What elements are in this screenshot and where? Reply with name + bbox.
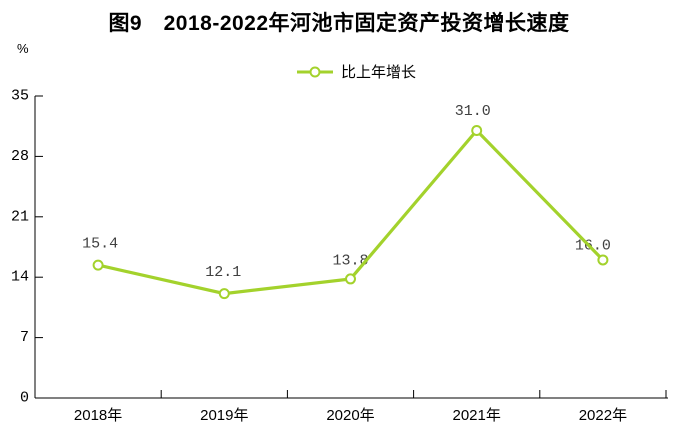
data-point-marker [597,254,609,266]
x-tick-label: 2020年 [326,407,374,424]
y-tick-label: 28 [11,148,29,165]
data-label: 12.1 [205,264,241,281]
legend-label: 比上年增长 [340,64,416,81]
data-label: 31.0 [455,103,491,120]
x-tick-label: 2019年 [200,407,248,424]
y-tick-label: 35 [11,88,29,105]
data-point-marker [471,125,483,137]
data-label: 13.8 [332,252,368,269]
data-point-marker [92,259,104,271]
y-tick-label: 21 [11,208,29,225]
data-label: 15.4 [82,236,118,253]
data-point-marker [345,273,356,285]
chart-title: 图9 2018-2022年河池市固定资产投资增长速度 [108,12,570,35]
y-tick-label: 7 [20,329,29,346]
y-axis-unit-label: % [17,41,29,56]
x-tick-label: 2021年 [453,407,501,424]
legend-line-marker-icon [296,66,333,77]
x-tick-label: 2022年 [579,407,627,424]
data-point-marker [218,288,230,300]
legend-open-circle-marker [309,66,321,77]
y-tick-label: 0 [20,390,29,407]
y-tick-label: 14 [11,269,29,286]
x-tick-label: 2018年 [74,407,122,424]
legend: 比上年增长 [0,61,678,82]
